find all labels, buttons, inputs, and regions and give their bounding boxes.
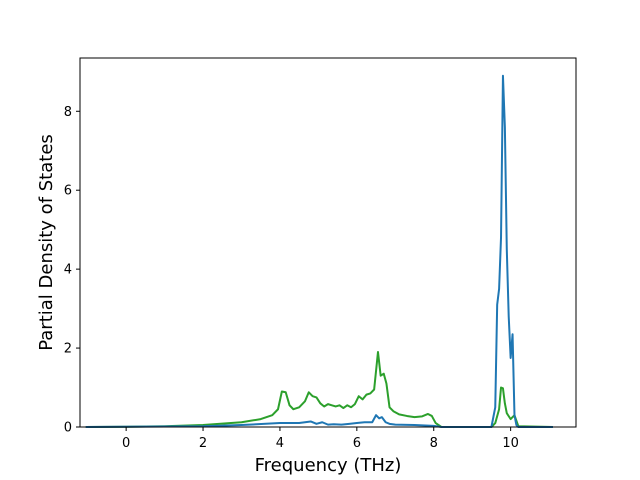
x-axis-label: Frequency (THz) bbox=[255, 455, 402, 476]
y-tick-label: 6 bbox=[64, 184, 72, 199]
x-tick-label: 4 bbox=[276, 436, 284, 451]
series-layer bbox=[85, 74, 553, 428]
plot-frame bbox=[79, 57, 577, 428]
x-tick-label: 8 bbox=[430, 436, 438, 451]
x-tick-label: 2 bbox=[199, 436, 207, 451]
x-tick-label: 0 bbox=[122, 436, 130, 451]
x-axis-ticks: 0 2 4 6 8 10 bbox=[122, 427, 519, 451]
y-tick-label: 0 bbox=[64, 421, 72, 436]
y-tick-label: 2 bbox=[64, 342, 72, 357]
series-line-1 bbox=[85, 351, 553, 428]
y-axis-ticks: 0 2 4 6 8 bbox=[64, 105, 80, 436]
y-axis-label: Partial Density of States bbox=[36, 134, 57, 351]
x-tick-label: 10 bbox=[502, 436, 519, 451]
y-tick-label: 8 bbox=[64, 105, 72, 120]
x-tick-label: 6 bbox=[353, 436, 361, 451]
y-tick-label: 4 bbox=[64, 263, 72, 278]
series-line-2 bbox=[85, 74, 553, 428]
